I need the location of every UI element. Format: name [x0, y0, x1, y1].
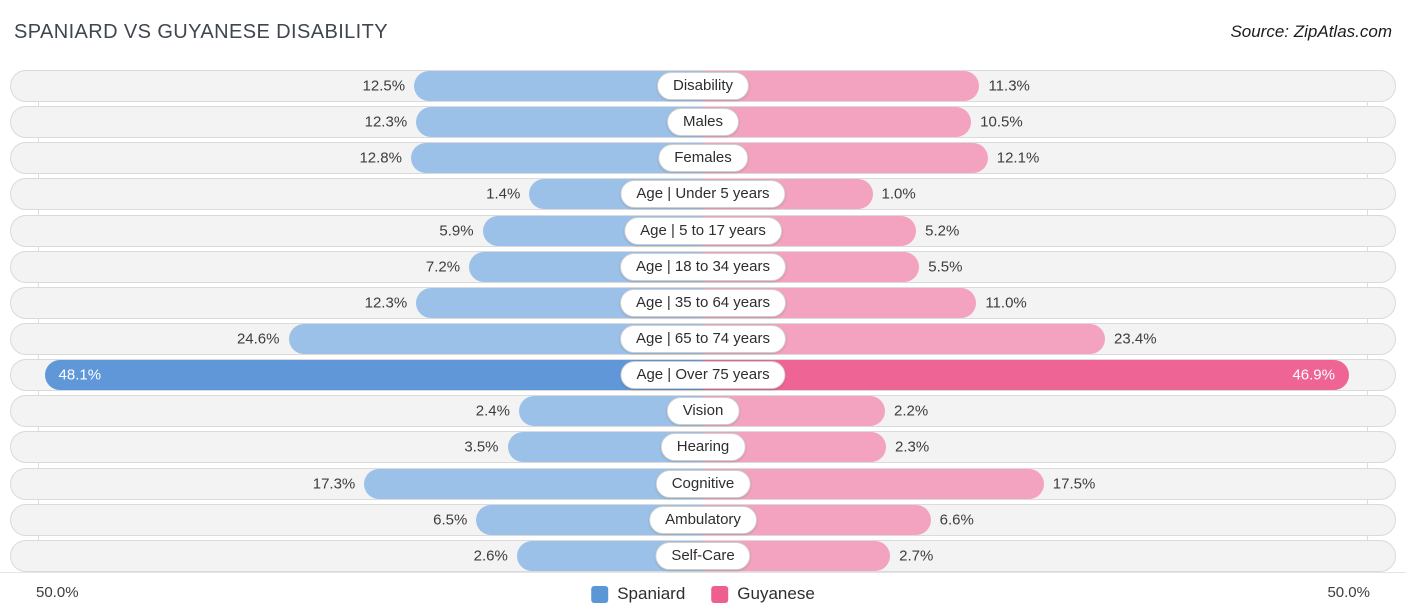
category-label: Females [658, 144, 748, 173]
spaniard-value: 5.9% [439, 222, 474, 240]
legend-label-guyanese: Guyanese [737, 584, 815, 603]
guyanese-value: 6.6% [939, 511, 974, 529]
spaniard-bar [364, 468, 703, 499]
axis-max-left: 50.0% [36, 584, 79, 601]
category-label: Age | Over 75 years [620, 361, 786, 390]
guyanese-swatch-icon [711, 585, 729, 603]
guyanese-value: 1.0% [881, 185, 916, 203]
guyanese-value: 2.3% [895, 438, 930, 456]
chart-row: 48.1% 46.9% Age | Over 75 years [10, 359, 1396, 392]
chart-row: 2.6% 2.7% Self-Care [10, 539, 1396, 572]
guyanese-value: 5.2% [925, 222, 960, 240]
diverging-bar-chart: 12.5% 11.3% Disability 12.3% 10.5% Males… [10, 70, 1396, 573]
guyanese-value: 12.1% [996, 149, 1040, 167]
chart-footer: 50.0% 50.0% Spaniard Guyanese [0, 572, 1406, 612]
spaniard-bar [416, 107, 703, 138]
legend: Spaniard Guyanese [591, 584, 815, 604]
chart-row: 5.9% 5.2% Age | 5 to 17 years [10, 214, 1396, 247]
spaniard-value: 3.5% [464, 438, 499, 456]
category-label: Hearing [660, 433, 746, 462]
category-label: Ambulatory [649, 505, 757, 534]
category-label: Age | 35 to 64 years [620, 288, 786, 317]
axis-max-right: 50.0% [1327, 584, 1370, 601]
spaniard-swatch-icon [591, 585, 609, 603]
spaniard-value: 2.4% [475, 402, 510, 420]
spaniard-value: 12.3% [364, 294, 408, 312]
chart-row: 12.5% 11.3% Disability [10, 70, 1396, 102]
guyanese-value: 17.5% [1052, 475, 1096, 493]
spaniard-value: 12.3% [364, 113, 408, 131]
spaniard-bar [44, 360, 703, 391]
right-axis-gridline [1367, 70, 1368, 573]
header: SPANIARD VS GUYANESE DISABILITY Source: … [0, 0, 1406, 64]
spaniard-bar [410, 143, 703, 174]
chart-row: 12.3% 11.0% Age | 35 to 64 years [10, 286, 1396, 319]
guyanese-value: 23.4% [1114, 330, 1157, 348]
guyanese-bar [703, 360, 1349, 391]
guyanese-bar [703, 143, 988, 174]
guyanese-value: 11.0% [985, 294, 1027, 312]
guyanese-value: 2.2% [893, 402, 929, 420]
chart-row: 17.3% 17.5% Cognitive [10, 467, 1396, 500]
category-label: Age | 65 to 74 years [620, 324, 786, 353]
category-label: Age | Under 5 years [620, 180, 786, 209]
chart-row: 2.4% 2.2% Vision [10, 395, 1396, 428]
spaniard-value: 6.5% [433, 511, 468, 529]
spaniard-value: 12.5% [362, 77, 406, 95]
category-label: Self-Care [655, 541, 751, 570]
spaniard-value: 2.6% [473, 547, 508, 565]
category-label: Cognitive [655, 469, 751, 498]
category-label: Age | 5 to 17 years [624, 216, 782, 245]
page-title: SPANIARD VS GUYANESE DISABILITY [14, 21, 388, 43]
spaniard-value: 12.8% [359, 149, 402, 167]
guyanese-bar [703, 71, 980, 101]
guyanese-value: 10.5% [980, 113, 1023, 131]
spaniard-bar [414, 71, 703, 101]
guyanese-value: 11.3% [988, 77, 1030, 95]
spaniard-value: 48.1% [58, 366, 102, 384]
category-label: Disability [656, 72, 750, 100]
category-label: Males [666, 108, 740, 137]
category-label: Age | 18 to 34 years [620, 252, 786, 281]
category-label: Vision [666, 397, 740, 426]
source-attribution: Source: ZipAtlas.com [1230, 22, 1392, 41]
chart-row: 24.6% 23.4% Age | 65 to 74 years [10, 322, 1396, 355]
guyanese-bar [703, 468, 1044, 499]
legend-label-spaniard: Spaniard [617, 584, 686, 603]
chart-rows: 12.5% 11.3% Disability 12.3% 10.5% Males… [10, 70, 1396, 572]
guyanese-bar [703, 107, 972, 138]
legend-item-guyanese: Guyanese [711, 584, 815, 604]
left-axis-gridline [38, 70, 39, 573]
legend-item-spaniard: Spaniard [591, 584, 685, 604]
chart-row: 6.5% 6.6% Ambulatory [10, 503, 1396, 536]
spaniard-value: 1.4% [486, 185, 521, 203]
guyanese-value: 46.9% [1292, 366, 1335, 384]
chart-row: 12.3% 10.5% Males [10, 106, 1396, 139]
chart-row: 7.2% 5.5% Age | 18 to 34 years [10, 250, 1396, 283]
spaniard-value: 7.2% [425, 258, 461, 276]
guyanese-value: 2.7% [899, 547, 934, 565]
guyanese-value: 5.5% [928, 258, 963, 276]
chart-row: 3.5% 2.3% Hearing [10, 431, 1396, 464]
chart-row: 12.8% 12.1% Females [10, 142, 1396, 175]
spaniard-value: 17.3% [312, 475, 356, 493]
chart-row: 1.4% 1.0% Age | Under 5 years [10, 178, 1396, 211]
spaniard-value: 24.6% [236, 330, 280, 348]
